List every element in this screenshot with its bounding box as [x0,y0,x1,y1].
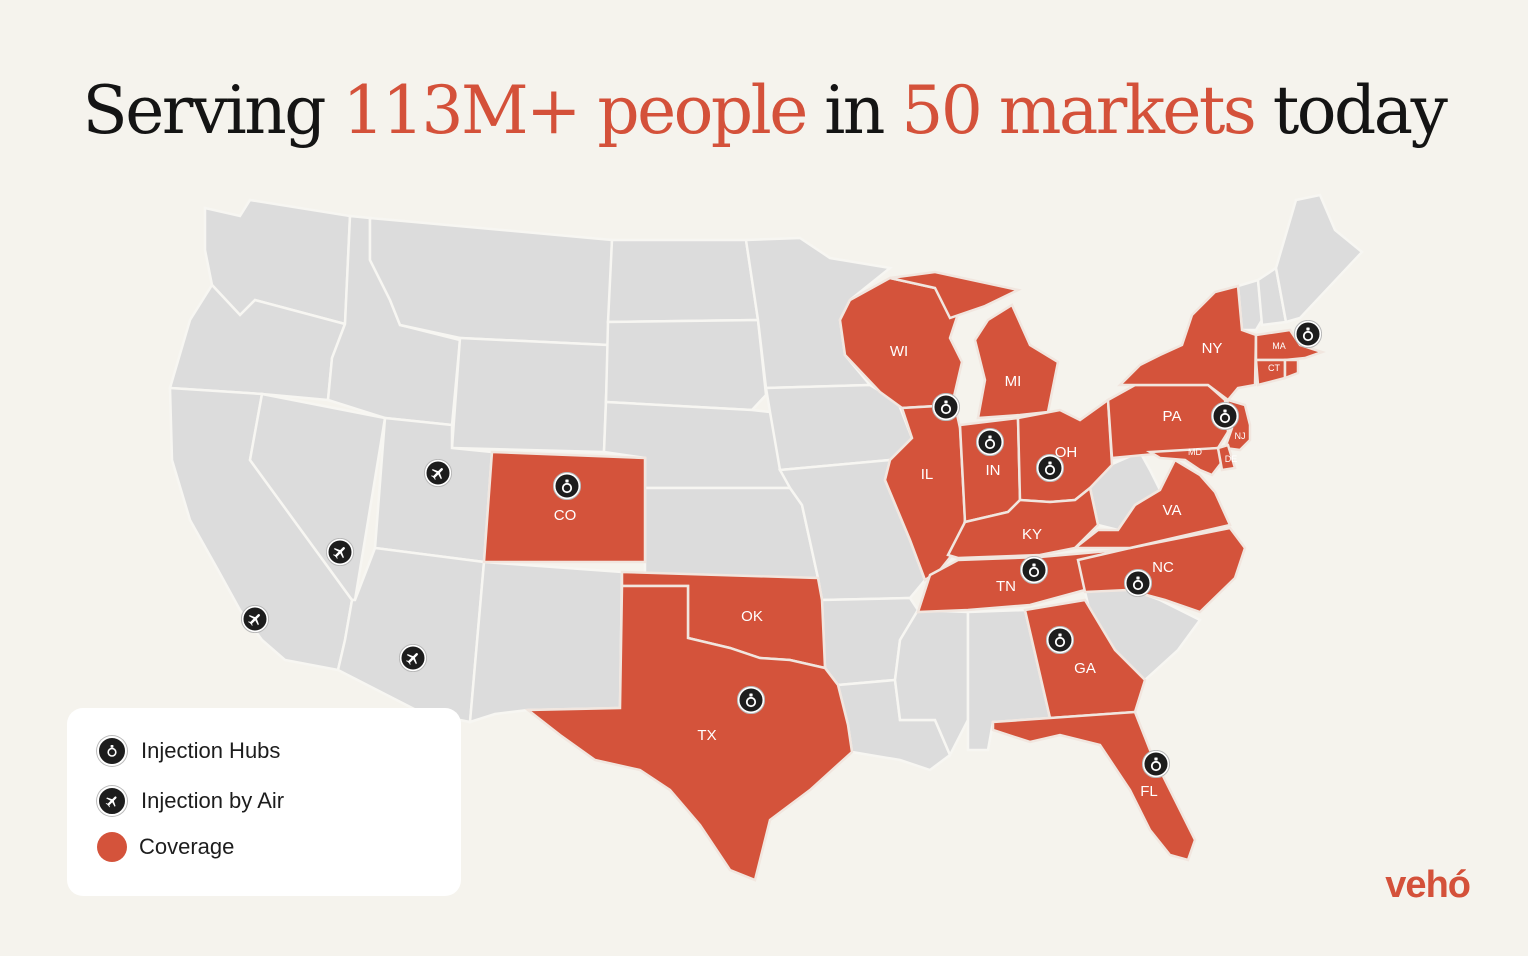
injection-hub-icon[interactable] [1020,556,1048,584]
state-ri [1283,358,1300,380]
label-tx: TX [697,727,716,744]
legend-coverage-label: Coverage [139,834,235,859]
legend-item-air: Injection by Air [97,786,284,816]
state-me [1274,193,1364,324]
state-labels: WI MI IL IN OH KY TN NC VA PA NY MA CT N… [554,340,1286,800]
page-title: Serving 113M+ people in 50 markets today [0,72,1528,149]
injection-hub-icon[interactable] [932,393,960,421]
label-nc: NC [1152,559,1174,576]
state-sd [604,318,768,412]
label-mi: MI [1005,373,1022,390]
label-oh: OH [1055,444,1078,461]
label-ma: MA [1272,341,1286,351]
label-co: CO [554,507,577,524]
label-il: IL [921,466,934,483]
label-in: IN [986,462,1001,479]
airplane-icon[interactable] [326,538,354,566]
state-co [482,450,647,564]
state-nm [468,560,624,724]
coverage-swatch [97,832,127,862]
label-ok: OK [741,608,763,625]
injection-hub-icon[interactable] [1046,626,1074,654]
label-ky: KY [1022,526,1042,543]
injection-hub-icon[interactable] [1211,402,1239,430]
state-nd [606,238,760,324]
headline-markets-count: 50 markets [901,72,1256,149]
headline-people-count: 113M+ people [342,72,809,149]
headline-in: in [824,72,885,149]
state-mi [889,270,1060,420]
label-nj: NJ [1235,431,1246,441]
state-ks [643,486,820,580]
label-de: DE [1225,454,1238,464]
label-wi: WI [890,343,908,360]
airplane-icon[interactable] [399,644,427,672]
state-nc [1076,526,1247,614]
legend-air-label: Injection by Air [141,788,285,813]
airplane-icon[interactable] [241,605,269,633]
injection-hub-icon[interactable] [1124,569,1152,597]
injection-hub-icon[interactable] [1294,320,1322,348]
uncovered-states [168,193,1364,772]
label-tn: TN [996,578,1016,595]
veho-logo: vehó [1385,864,1471,906]
label-ny: NY [1202,340,1223,357]
label-ct: CT [1268,363,1280,373]
injection-hub-icon[interactable] [1036,454,1064,482]
state-tx [524,584,854,882]
headline-serving: Serving [82,72,327,149]
label-pa: PA [1163,408,1182,425]
state-mt [368,216,614,347]
state-de [1216,443,1237,472]
label-fl: FL [1140,783,1158,800]
legend-item-coverage: Coverage [97,832,234,862]
state-fl [991,710,1197,862]
label-va: VA [1163,502,1182,519]
state-ky [946,485,1100,560]
injection-hub-icon[interactable] [976,428,1004,456]
coverage-states [482,270,1326,882]
legend-hubs-label: Injection Hubs [141,738,281,763]
airplane-icon [97,786,127,816]
injection-hub-icon[interactable] [553,472,581,500]
label-ga: GA [1074,660,1096,677]
legend-item-hubs: Injection Hubs [97,736,280,766]
label-md: MD [1188,447,1202,457]
state-ny [1116,284,1258,402]
airplane-icon[interactable] [424,459,452,487]
headline-today: today [1272,72,1448,149]
injection-hub-icon[interactable] [1142,750,1170,778]
injection-hub-icon[interactable] [737,686,765,714]
injection-hub-icon [97,736,127,766]
map-legend: Injection Hubs Injection by Air Coverage [67,708,461,896]
state-wy [450,336,610,454]
